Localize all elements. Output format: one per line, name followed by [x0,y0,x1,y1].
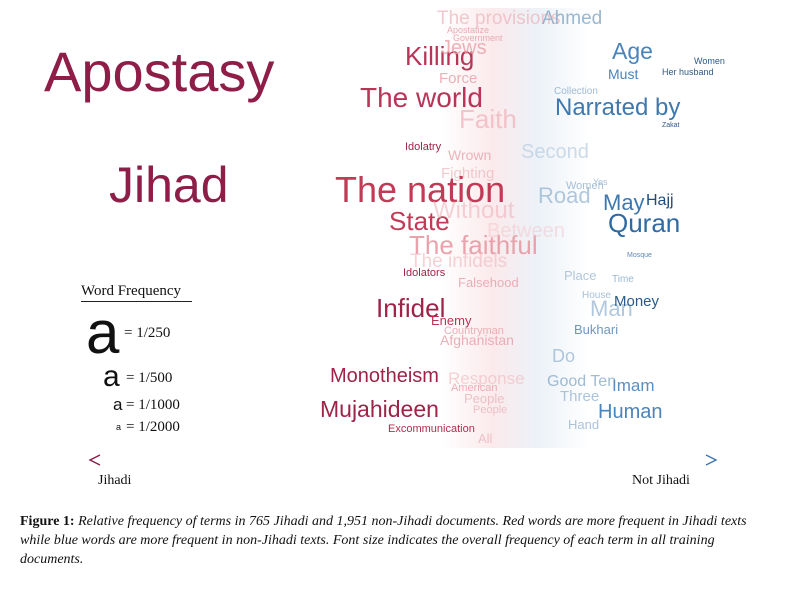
cloud-word: Women [694,56,725,66]
cloud-word: Good Ten [547,373,617,390]
cloud-word: Jihad [109,157,229,213]
cloud-word: The world [360,82,483,113]
cloud-word: Hajj [646,192,674,209]
cloud-word: Narrated by [555,94,681,121]
cloud-word: Second [521,141,589,163]
cloud-word: Countryman [444,325,504,337]
cloud-word: People [473,404,508,416]
cloud-word: People [464,391,505,406]
cloud-word: Idolatry [405,141,442,153]
cloud-word: Response [448,369,525,388]
cloud-word: Women [566,180,604,192]
cloud-word: Bukhari [574,322,619,337]
legend-glyph-large: a [86,299,120,366]
cloud-word: Her husband [662,67,714,77]
legend-value: = 1/1000 [126,397,180,413]
cloud-word: Time [612,274,634,285]
cloud-word: Imam [612,376,655,395]
cloud-word: The faithful [409,230,538,260]
cloud-word: Hand [568,417,600,432]
cloud-word: Man [590,296,633,321]
legend-glyph-tiny: a [116,422,122,432]
cloud-word: May [603,190,645,215]
central-word-cloud-haze [440,8,590,448]
cloud-word: Mosque [627,252,652,259]
legend-value: = 1/2000 [126,419,180,435]
cloud-word: Monotheism [330,365,439,387]
cloud-word: Money [614,293,660,310]
cloud-word: Government [453,33,503,43]
cloud-word: Three [560,388,600,405]
cloud-word: Quran [608,208,681,238]
axis-label-jihadi: Jihadi [98,473,132,488]
cloud-word: Mujahideen [320,396,439,422]
cloud-word: Without [433,197,515,224]
cloud-word: Excommunication [388,423,475,435]
axis-label-not-jihadi: Not Jihadi [632,473,690,488]
cloud-word: House [582,290,611,301]
cloud-word: Zakat [662,122,680,129]
cloud-word: Faith [459,104,517,134]
cloud-word: Ahmed [542,8,603,29]
caption-label: Figure 1: [20,514,75,529]
cloud-word: Human [598,401,663,423]
cloud-word: State [389,206,450,236]
cloud-word: All [478,431,493,446]
cloud-word: The provisions [437,8,561,29]
legend-value: = 1/500 [126,370,173,386]
cloud-word: Infidel [376,293,446,323]
cloud-word: American [451,382,498,394]
cloud-word: Falsehood [458,275,519,290]
cloud-word: Killing [405,41,475,71]
cloud-word: Road [538,183,591,208]
cloud-word: Afghanistan [440,332,514,348]
legend-divider [81,301,192,302]
legend-glyph-medium: a [103,360,120,393]
cloud-word: Must [608,66,639,82]
cloud-word: The infidels [410,251,508,272]
cloud-word: Wrown [448,147,492,163]
legend-title: Word Frequency [81,283,182,299]
axis-arrow [88,454,718,466]
cloud-word: Do [552,346,576,366]
legend-value: = 1/250 [124,325,171,341]
cloud-word: Yes [593,177,608,187]
cloud-word: Between [487,220,565,242]
cloud-word: Idolators [403,267,446,279]
cloud-word: Place [564,268,597,283]
caption-text: Relative frequency of terms in 765 Jihad… [20,514,747,567]
legend-glyph-small: a [113,395,123,414]
cloud-word: Age [612,38,653,64]
figure-caption: Figure 1: Relative frequency of terms in… [20,512,768,569]
cloud-word: Fighting [441,165,495,182]
cloud-word: Force [439,70,478,87]
cloud-word: The nation [335,169,506,210]
cloud-word: Apostasy [44,40,275,103]
cloud-word: Enemy [431,313,472,328]
cloud-word: Apostatize [447,25,490,35]
cloud-word: Collection [554,86,598,97]
cloud-word: Jews [441,37,487,59]
